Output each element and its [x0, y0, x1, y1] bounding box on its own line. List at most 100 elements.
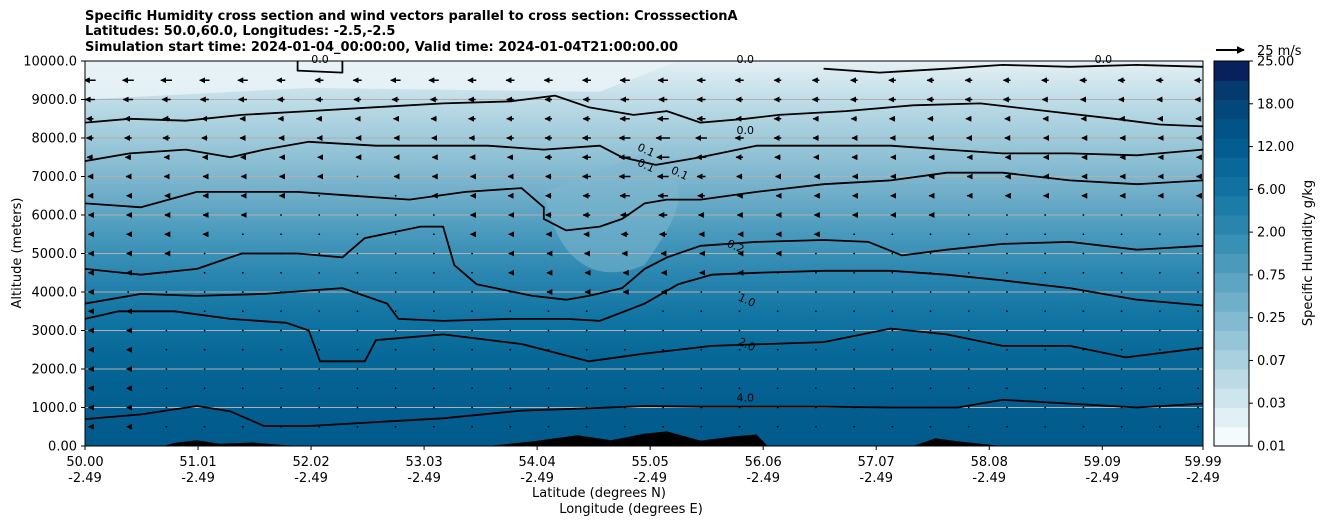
- colorbar-swatch: [1214, 407, 1249, 428]
- wind-vector: [280, 252, 282, 255]
- colorbar-tick-label: 0.07: [1257, 354, 1286, 369]
- colorbar-swatch: [1214, 118, 1249, 139]
- wind-vector: [853, 291, 856, 293]
- wind-vector: [432, 329, 435, 332]
- y-tick-label: 9000.0: [32, 93, 78, 108]
- contour-line: [85, 398, 1203, 427]
- wind-vector: [356, 194, 359, 197]
- wind-vector: [891, 310, 894, 313]
- wind-vector: [432, 368, 435, 370]
- y-tick-label: 2000.0: [32, 363, 78, 378]
- wind-vector: [547, 406, 550, 409]
- wind-vectors: [85, 77, 1202, 430]
- wind-vector: [967, 329, 970, 332]
- wind-vector: [165, 368, 168, 370]
- wind-vector: [356, 175, 359, 178]
- wind-vector: [585, 329, 588, 332]
- wind-vector: [585, 310, 588, 313]
- wind-vector: [356, 329, 359, 332]
- wind-vector: [738, 329, 741, 332]
- wind-vector: [1197, 252, 1199, 255]
- colorbar-swatch: [1214, 426, 1249, 447]
- wind-vector: [1158, 368, 1161, 370]
- wind-vector: [318, 406, 321, 409]
- wind-vector: [241, 348, 244, 351]
- contour-label: 0.0: [737, 124, 755, 137]
- wind-vector: [203, 310, 206, 313]
- wind-vector: [623, 329, 626, 332]
- contour-line: [85, 310, 1203, 363]
- wind-vector: [700, 329, 703, 332]
- wind-vector: [318, 291, 321, 293]
- wind-vector: [432, 425, 435, 428]
- wind-vector: [1082, 406, 1085, 409]
- wind-vector: [623, 406, 626, 409]
- wind-vector: [471, 348, 473, 351]
- chart-title-line-1: Specific Humidity cross section and wind…: [85, 9, 738, 24]
- wind-vector: [241, 329, 244, 332]
- wind-vector: [585, 406, 588, 409]
- wind-vector: [738, 310, 741, 313]
- wind-vector: [509, 387, 512, 390]
- wind-vector: [929, 348, 932, 351]
- wind-vector: [203, 406, 206, 409]
- contour-line: [85, 225, 1203, 301]
- contour-line: [296, 61, 344, 74]
- wind-vector: [1006, 348, 1008, 351]
- wind-vector: [738, 368, 741, 370]
- wind-vector: [1082, 233, 1085, 236]
- contour-line: [85, 140, 1203, 166]
- x-tick-label-lat: 56.06: [745, 455, 782, 470]
- wind-vector: [356, 368, 359, 370]
- wind-vector: [1158, 271, 1161, 274]
- wind-vector: [776, 348, 779, 351]
- contour-line: [85, 171, 1203, 232]
- wind-vector: [776, 271, 779, 274]
- wind-vector: [1158, 310, 1161, 313]
- wind-vector: [776, 291, 779, 293]
- wind-vector: [1120, 368, 1123, 370]
- contour-label: 4.0: [737, 392, 755, 405]
- wind-vector: [1120, 387, 1123, 390]
- wind-vector: [509, 406, 512, 409]
- wind-vector: [547, 310, 550, 313]
- x-tick-label-lat: 52.02: [292, 455, 329, 470]
- wind-vector: [1044, 214, 1047, 216]
- wind-vector: [738, 348, 741, 351]
- wind-vector: [318, 252, 321, 255]
- wind-vector: [929, 387, 932, 390]
- wind-vector: [432, 406, 435, 409]
- wind-vector: [891, 368, 894, 370]
- wind-vector: [815, 406, 817, 409]
- wind-vector: [815, 291, 817, 293]
- wind-vector: [853, 271, 856, 274]
- wind-vector: [394, 271, 397, 274]
- x-tick-label-lat: 51.01: [179, 455, 216, 470]
- wind-vector: [623, 368, 626, 370]
- x-tick-label-lat: 50.00: [66, 455, 103, 470]
- wind-vector: [356, 310, 359, 313]
- colorbar-swatch: [1214, 330, 1249, 351]
- wind-vector: [547, 329, 550, 332]
- wind-vector: [1044, 348, 1047, 351]
- wind-vector: [1197, 406, 1199, 409]
- y-tick-label: 0.00: [48, 440, 77, 455]
- colorbar-swatch: [1214, 349, 1249, 370]
- colorbar-swatch: [1214, 272, 1249, 293]
- wind-vector: [853, 387, 856, 390]
- wind-vector: [203, 291, 206, 293]
- wind-vector: [1158, 425, 1161, 428]
- wind-vector: [318, 425, 321, 428]
- wind-vector: [1044, 387, 1047, 390]
- wind-vector: [394, 387, 397, 390]
- x-tick-label-lon: -2.49: [859, 471, 893, 486]
- wind-vector: [1082, 271, 1085, 274]
- wind-vector: [1082, 214, 1085, 216]
- wind-vector: [1044, 291, 1047, 293]
- x-tick-label-lat: 54.04: [519, 455, 556, 470]
- wind-vector: [815, 310, 817, 313]
- wind-vector: [1158, 214, 1161, 216]
- wind-vector: [662, 329, 665, 332]
- wind-vector: [815, 271, 817, 274]
- wind-vector: [891, 406, 894, 409]
